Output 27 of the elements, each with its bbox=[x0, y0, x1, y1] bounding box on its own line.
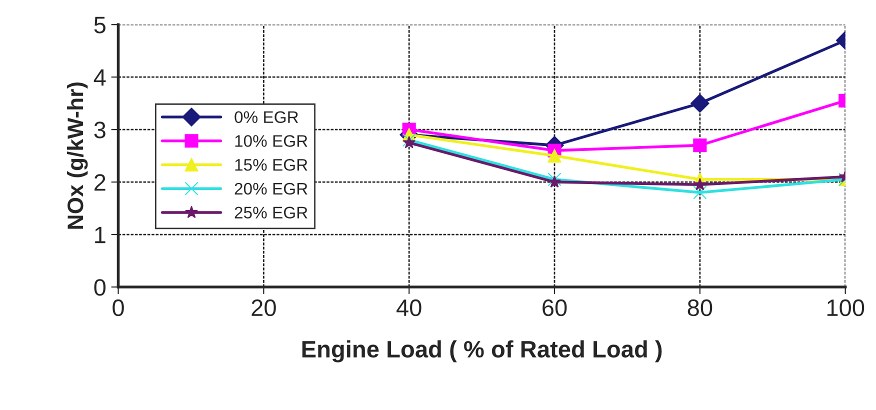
x-axis-title: Engine Load ( % of Rated Load ) bbox=[302, 340, 662, 362]
y-tick-label: 3 bbox=[94, 122, 106, 138]
y-tick-label: 5 bbox=[94, 16, 106, 34]
x-tick-label: 40 bbox=[396, 299, 422, 316]
y-tick-label: 2 bbox=[94, 174, 106, 191]
legend-label: 10% EGR bbox=[235, 135, 308, 147]
point bbox=[548, 172, 562, 186]
legend-label: 15% EGR bbox=[235, 158, 308, 171]
point bbox=[693, 138, 707, 152]
x-tick-label: 100 bbox=[827, 299, 864, 316]
x-tick-label: 0 bbox=[112, 299, 124, 316]
y-tick-label: 4 bbox=[94, 69, 106, 86]
legend-label: 20% EGR bbox=[234, 182, 308, 195]
legend-label: 0% EGR bbox=[234, 111, 298, 124]
point bbox=[402, 133, 416, 147]
y-tick-label: 0 bbox=[94, 279, 106, 296]
point bbox=[402, 136, 416, 148]
y-axis-title: NOx (g/kW-hr) bbox=[66, 82, 88, 229]
x-tick-label: 80 bbox=[688, 299, 712, 316]
y-tick-label: 1 bbox=[95, 226, 106, 244]
x-tick-label: 60 bbox=[542, 299, 567, 316]
legend-label: 25% EGR bbox=[234, 206, 308, 219]
point bbox=[548, 149, 562, 163]
point bbox=[693, 178, 706, 190]
point bbox=[693, 186, 707, 200]
x-tick-label: 20 bbox=[252, 299, 276, 316]
point bbox=[690, 94, 710, 113]
